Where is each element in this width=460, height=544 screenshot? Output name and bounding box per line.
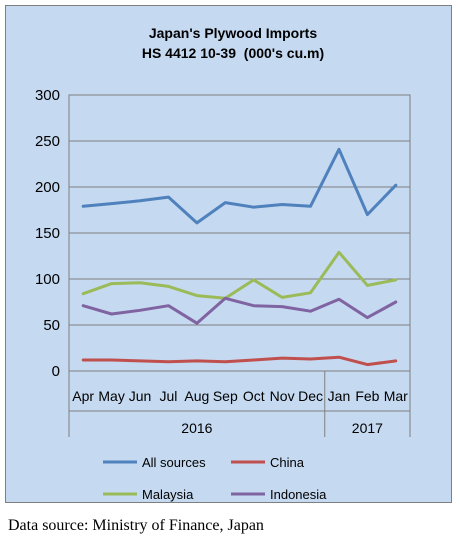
x-tick-label: Sep — [213, 388, 238, 404]
legend: All sources China Malaysia Indonesia — [103, 455, 327, 502]
legend-label: All sources — [142, 455, 206, 470]
x-tick-label: Feb — [355, 388, 379, 404]
series-line — [81, 147, 398, 225]
y-tick-label: 300 — [35, 87, 60, 104]
chart-subtitle: HS 4412 10-39 (000's cu.m) — [142, 45, 324, 61]
x-tick-label: Oct — [243, 388, 265, 404]
chart-title: Japan's Plywood Imports — [149, 25, 317, 41]
y-tick-label: 0 — [52, 363, 60, 380]
series-line — [81, 355, 398, 367]
series-line — [81, 296, 398, 325]
year-group-label: 2016 — [181, 420, 212, 436]
legend-label: China — [270, 455, 305, 470]
series-line — [81, 250, 398, 300]
axes: 0 50 100 150 200 250 300 Apr May Jun Jul Aug Sep Oct N… — [35, 87, 411, 437]
y-tick-label: 100 — [35, 271, 60, 288]
x-tick-label: Jan — [328, 388, 351, 404]
x-tick-label: Jul — [160, 388, 178, 404]
legend-label: Indonesia — [270, 487, 327, 502]
y-tick-label: 50 — [43, 317, 60, 334]
y-tick-label: 250 — [35, 133, 60, 150]
line-chart: Japan's Plywood Imports HS 4412 10-39 (0… — [35, 25, 411, 502]
legend-label: Malaysia — [142, 487, 194, 502]
x-tick-label: Mar — [384, 388, 408, 404]
data-source-note: Data source: Ministry of Finance, Japan — [8, 517, 264, 534]
x-tick-label: Jun — [129, 388, 152, 404]
x-tick-label: Nov — [270, 388, 295, 404]
y-tick-label: 200 — [35, 179, 60, 196]
x-tick-label: Apr — [72, 388, 94, 404]
gridlines — [68, 94, 411, 372]
x-tick-label: Dec — [298, 388, 323, 404]
series-lines — [81, 147, 398, 367]
x-tick-label: Aug — [184, 388, 209, 404]
year-group-label: 2017 — [352, 420, 383, 436]
x-tick-label: May — [98, 388, 124, 404]
y-tick-label: 150 — [35, 225, 60, 242]
chart-container: Japan's Plywood Imports HS 4412 10-39 (0… — [5, 5, 452, 503]
